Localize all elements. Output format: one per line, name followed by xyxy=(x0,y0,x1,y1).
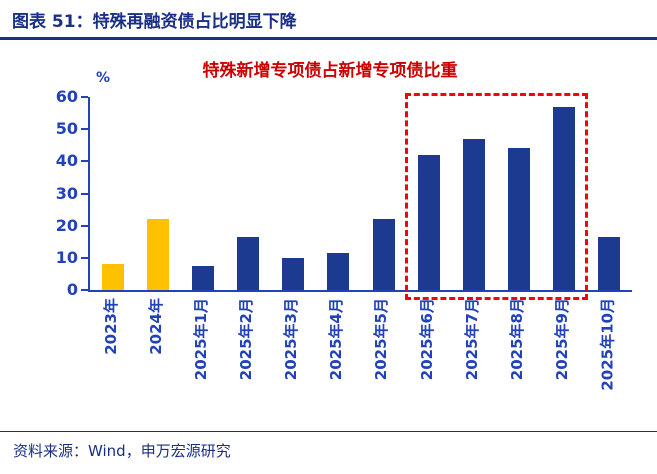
bar-2025年5月 xyxy=(372,219,395,290)
x-axis-label: 2024年 xyxy=(146,298,165,355)
y-tick-mark xyxy=(81,289,88,291)
x-axis-label: 2025年10月 xyxy=(598,298,617,391)
x-axis-label: 2025年7月 xyxy=(462,298,481,381)
bar-2025年3月 xyxy=(282,257,305,290)
x-axis-label: 2025年3月 xyxy=(282,298,301,381)
y-tick-mark xyxy=(81,160,88,163)
y-tick-label: 0 xyxy=(66,280,78,299)
y-tick-mark xyxy=(81,224,88,227)
x-axis-label: 2025年2月 xyxy=(237,298,256,381)
bar-2025年6月 xyxy=(417,154,440,290)
y-tick-label: 60 xyxy=(55,87,78,106)
y-axis-unit-label: % xyxy=(96,70,111,86)
bar-2025年4月 xyxy=(327,253,350,290)
bar-2025年7月 xyxy=(462,138,485,290)
x-axis-label: 2025年1月 xyxy=(191,298,210,381)
x-axis-label: 2025年8月 xyxy=(508,298,527,381)
plot-area xyxy=(88,93,632,300)
bar-2025年10月 xyxy=(598,236,621,290)
x-axis-label: 2025年4月 xyxy=(327,298,346,381)
chart-title: 特殊新增专项债占新增专项债比重 xyxy=(202,61,458,81)
bar-2025年9月 xyxy=(553,106,576,290)
bar-2025年8月 xyxy=(508,148,531,290)
source-note: 资料来源：Wind，申万宏源研究 xyxy=(13,442,231,460)
y-tick-label: 30 xyxy=(55,183,78,203)
y-tick-label: 10 xyxy=(55,247,78,267)
y-tick-mark xyxy=(81,128,88,131)
x-axis-label: 2025年6月 xyxy=(417,298,436,381)
x-axis-label: 2023年 xyxy=(101,298,120,355)
y-tick-label: 20 xyxy=(55,215,78,235)
bar-2024年 xyxy=(146,219,169,290)
y-tick-mark xyxy=(81,96,88,98)
y-tick-label: 40 xyxy=(55,151,78,171)
y-tick-mark xyxy=(81,192,88,195)
x-axis-label: 2025年9月 xyxy=(553,298,572,381)
y-tick-mark xyxy=(81,256,88,259)
highlight-dashed-box xyxy=(405,93,588,300)
bar-2025年2月 xyxy=(237,236,260,290)
y-tick-label: 50 xyxy=(55,119,78,139)
figure-header: 图表 51：特殊再融资债占比明显下降 xyxy=(0,0,657,40)
bar-2023年 xyxy=(101,264,124,290)
footer-divider xyxy=(0,431,657,432)
x-axis-label: 2025年5月 xyxy=(372,298,391,381)
bar-2025年1月 xyxy=(191,265,214,290)
figure-title: 图表 51：特殊再融资债占比明显下降 xyxy=(12,12,297,32)
